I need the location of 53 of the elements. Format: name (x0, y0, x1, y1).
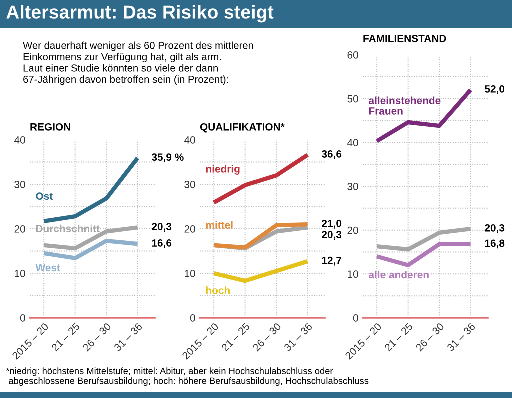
data-label: 35,9 % (152, 154, 184, 163)
data-label: 20,3 (152, 223, 172, 232)
series-label: alle anderen (369, 270, 429, 279)
y-tick-label: 0 (353, 314, 358, 322)
x-tick-label: 31 – 36 (284, 322, 313, 352)
series-label: hoch (206, 286, 230, 294)
y-tick-label: 30 (348, 183, 358, 190)
y-tick-label: 50 (348, 95, 358, 103)
series-label: Ost (36, 192, 53, 200)
data-label: 16,6 (152, 240, 172, 248)
line-series (42, 238, 140, 260)
y-tick-label: 20 (348, 226, 358, 234)
data-label: 21,0 (322, 220, 342, 229)
y-tick-label: 10 (185, 270, 196, 278)
line-series (212, 259, 310, 284)
line-series (374, 226, 473, 252)
text: Wer dauerhaft weniger als 60 Prozent des mittleren Einkommens zur Verfügung hat, gilt als arm. Laut einer Studie könnten so viele der dann 67-Jährigen davon betroffen sein (in Prozent): (23, 42, 254, 86)
x-tick-label: 21 – 25 (221, 322, 250, 352)
chart-title: QUALIFIKATION* (200, 123, 285, 133)
data-label: 12,7 (322, 256, 342, 266)
data-label: 52,0 (485, 85, 505, 94)
text: Altersarmut: Das Risiko steigt (6, 5, 274, 23)
series-label: niedrig (206, 165, 240, 175)
y-tick-label: 40 (14, 136, 26, 144)
chart-title: REGION (30, 123, 70, 131)
series-label: alleinstehende Frauen (369, 96, 441, 115)
x-tick-label: 21 – 25 (51, 322, 80, 352)
y-tick-label: 0 (190, 314, 196, 322)
y-tick-label: 40 (184, 136, 196, 144)
y-tick-label: 10 (348, 270, 358, 278)
text: *niedrig: höchstens Mittelstufe; mittel: Abitur, aber kein Hochschulabschluss oder abgeschlossene Berufsausbildung; hoch: höhere Berufsausbildung, Hochschulabschluss (6, 368, 369, 386)
x-tick-label: 26 – 30 (416, 322, 445, 352)
x-tick-label: 31 – 36 (114, 322, 143, 352)
data-label: 16,8 (485, 240, 505, 249)
x-tick-label: 31 – 36 (446, 322, 476, 352)
y-tick-label: 20 (14, 226, 26, 233)
x-tick-label: 26 – 30 (252, 322, 282, 352)
data-label: 20,3 (322, 231, 342, 240)
chart-title: FAMILIENSTAND (364, 35, 446, 42)
y-tick-label: 10 (15, 270, 26, 278)
series-label: mittel (206, 221, 233, 229)
y-tick-label: 20 (184, 226, 196, 233)
y-tick-label: 30 (184, 181, 196, 188)
data-label: 36,6 (322, 150, 342, 160)
data-label: 20,3 (485, 224, 505, 234)
series-label: West (36, 264, 60, 272)
y-tick-label: 40 (347, 139, 358, 147)
y-tick-label: 60 (348, 52, 358, 59)
x-tick-label: 21 – 25 (384, 322, 414, 352)
y-tick-label: 0 (20, 314, 26, 322)
y-tick-label: 30 (14, 181, 26, 188)
series-label: Durchschnitt (36, 224, 100, 233)
x-tick-label: 26 – 30 (82, 322, 112, 352)
